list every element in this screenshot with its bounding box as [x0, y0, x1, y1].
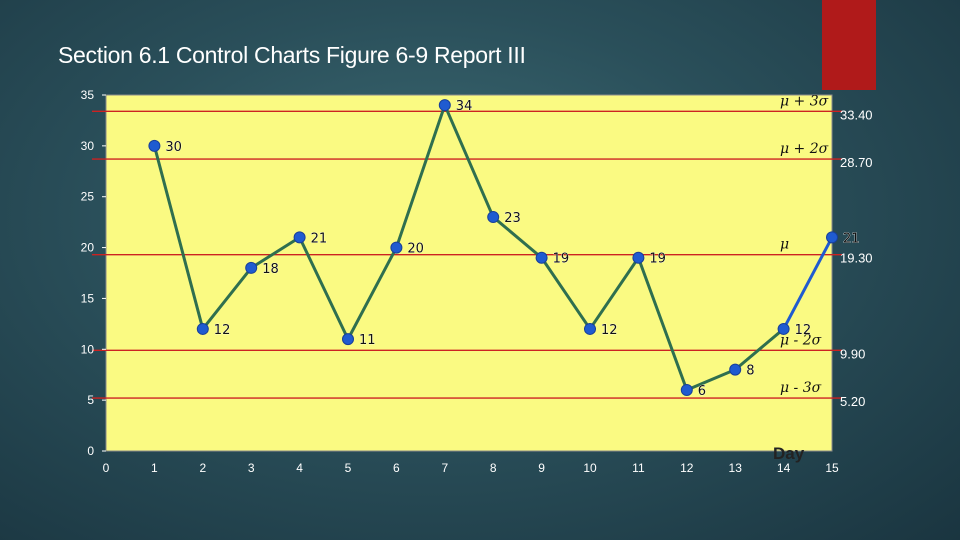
control-line-value-4: 5.20 [840, 394, 865, 409]
control-line-value-1: 28.70 [840, 155, 873, 170]
data-label-0-13: 12 [795, 323, 812, 338]
y-tick-label-6: 30 [81, 139, 95, 153]
data-point-0-12 [729, 363, 742, 376]
red-accent-tab [822, 0, 876, 90]
control-line-label-4: μ - 3σ [780, 380, 822, 396]
y-tick-label-5: 25 [81, 190, 95, 204]
y-tick-label-2: 10 [81, 342, 95, 356]
x-tick-label-13: 13 [729, 461, 743, 475]
series-line-1 [782, 236, 834, 330]
data-label-0-5: 20 [407, 242, 424, 257]
control-line-value-0: 33.40 [840, 107, 873, 122]
x-tick-label-5: 5 [345, 461, 352, 475]
data-label-0-9: 12 [601, 323, 618, 338]
y-tick-label-4: 20 [81, 241, 95, 255]
data-label-0-10: 19 [649, 252, 666, 267]
x-tick-label-6: 6 [393, 461, 400, 475]
x-tick-label-15: 15 [825, 461, 839, 475]
data-label-0-11: 6 [698, 384, 706, 399]
x-tick-label-1: 1 [151, 461, 158, 475]
x-tick-label-10: 10 [583, 461, 597, 475]
x-tick-label-11: 11 [632, 461, 645, 475]
y-tick-label-7: 35 [81, 88, 95, 102]
plot-area [105, 94, 833, 452]
data-label-0-3: 21 [311, 231, 328, 246]
data-point-0-1 [196, 322, 209, 335]
x-axis-title: Day [773, 444, 805, 463]
control-line-label-0: μ + 3σ [780, 93, 829, 109]
x-tick-label-0: 0 [103, 461, 110, 475]
data-point-0-7 [487, 211, 500, 224]
control-line-label-3: μ - 2σ [780, 332, 822, 348]
data-point-0-8 [535, 251, 548, 264]
x-tick-label-4: 4 [296, 461, 303, 475]
control-line-label-2: μ [780, 237, 789, 253]
data-point-1-1 [826, 231, 838, 244]
data-point-0-11 [680, 383, 693, 396]
x-tick-label-12: 12 [680, 461, 694, 475]
data-point-0-3 [293, 231, 306, 244]
series-line-0 [152, 103, 785, 392]
x-tick-label-14: 14 [777, 461, 791, 475]
x-tick-label-9: 9 [538, 461, 545, 475]
data-label-0-0: 30 [165, 140, 182, 155]
data-label-0-8: 19 [553, 252, 570, 267]
data-point-0-4 [342, 333, 354, 346]
data-label-0-1: 12 [214, 323, 231, 338]
data-point-0-13 [777, 322, 790, 335]
data-label-1-1: 21 [843, 231, 860, 246]
data-point-0-6 [438, 99, 451, 112]
data-point-0-2 [245, 261, 258, 274]
data-label-0-6: 34 [456, 99, 473, 114]
data-point-0-10 [632, 251, 645, 264]
data-point-0-5 [390, 241, 403, 254]
data-label-0-2: 18 [262, 262, 279, 277]
control-line-value-3: 9.90 [840, 346, 865, 361]
data-label-0-4: 11 [359, 333, 376, 348]
x-tick-label-2: 2 [199, 461, 206, 475]
control-line-value-2: 19.30 [840, 251, 873, 266]
data-point-0-9 [584, 322, 596, 335]
x-tick-label-7: 7 [441, 461, 448, 475]
data-label-0-12: 8 [746, 364, 754, 379]
y-tick-label-3: 15 [81, 291, 95, 305]
data-point-0-0 [148, 139, 161, 152]
x-tick-label-3: 3 [248, 461, 255, 475]
y-tick-label-1: 5 [87, 393, 94, 407]
data-label-0-7: 23 [504, 211, 521, 226]
control-line-label-1: μ + 2σ [780, 141, 829, 157]
x-tick-label-8: 8 [490, 461, 497, 475]
slide-title: Section 6.1 Control Charts Figure 6-9 Re… [58, 42, 526, 68]
y-tick-label-0: 0 [87, 444, 94, 458]
